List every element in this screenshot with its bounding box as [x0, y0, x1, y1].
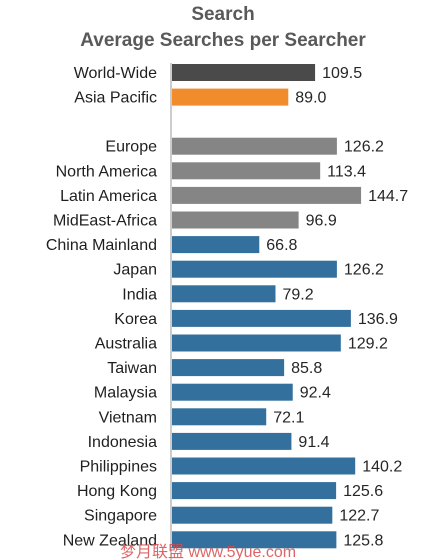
watermark: 梦月联盟 www.5yue.com	[120, 543, 296, 560]
value-label-australia: 129.2	[348, 336, 388, 353]
category-label-north-america: North America	[56, 163, 157, 180]
value-label-china-mainland: 66.8	[266, 237, 297, 254]
value-label-philippines: 140.2	[362, 459, 402, 476]
value-label-europe: 126.2	[344, 139, 384, 156]
bar-world-wide	[172, 64, 316, 81]
bar-india	[172, 285, 276, 303]
chart-subtitle: Average Searches per Searcher	[80, 30, 366, 51]
value-label-vietnam: 72.1	[273, 409, 304, 426]
value-label-mideast-africa: 96.9	[306, 213, 337, 230]
bar-hong-kong	[172, 482, 337, 500]
category-label-asia-pacific: Asia Pacific	[74, 90, 157, 107]
value-label-korea: 136.9	[358, 311, 398, 328]
value-label-malaysia: 92.4	[300, 385, 331, 402]
bar-indonesia	[172, 432, 292, 450]
value-label-new-zealand: 125.8	[343, 532, 383, 549]
bar-philippines	[172, 457, 356, 475]
bar-korea	[172, 309, 351, 327]
value-label-world-wide: 109.5	[322, 65, 362, 82]
bar-singapore	[172, 506, 333, 524]
bar-mideast-africa	[172, 211, 299, 229]
bar-japan	[172, 260, 337, 278]
category-label-hong-kong: Hong Kong	[77, 483, 157, 500]
value-label-latin-america: 144.7	[368, 188, 408, 205]
category-label-malaysia: Malaysia	[94, 385, 157, 402]
value-label-north-america: 113.4	[327, 163, 366, 180]
bar-vietnam	[172, 408, 267, 426]
bar-australia	[172, 334, 341, 352]
value-label-hong-kong: 125.6	[343, 483, 383, 500]
category-label-korea: Korea	[114, 311, 157, 328]
bar-china-mainland	[172, 236, 260, 254]
category-label-europe: Europe	[105, 139, 157, 156]
bar-asia-pacific	[172, 88, 289, 106]
category-label-indonesia: Indonesia	[88, 434, 157, 451]
category-label-india: India	[122, 286, 157, 303]
bar-malaysia	[172, 383, 293, 401]
category-label-world-wide: World-Wide	[74, 65, 157, 82]
category-label-china-mainland: China Mainland	[46, 237, 157, 254]
category-label-australia: Australia	[95, 336, 157, 353]
category-label-latin-america: Latin America	[60, 188, 157, 205]
bar-latin-america	[172, 186, 362, 204]
bar-north-america	[172, 162, 321, 180]
category-label-new-zealand: New Zealand	[63, 532, 157, 549]
category-label-japan: Japan	[113, 262, 157, 279]
chart-title: Search	[191, 4, 254, 25]
category-label-singapore: Singapore	[84, 508, 157, 525]
category-label-mideast-africa: MidEast-Africa	[53, 213, 157, 230]
value-label-india: 79.2	[282, 286, 313, 303]
bar-new-zealand	[172, 531, 337, 549]
value-label-asia-pacific: 89.0	[295, 90, 326, 107]
value-label-japan: 126.2	[344, 262, 384, 279]
category-label-vietnam: Vietnam	[99, 409, 157, 426]
value-label-taiwan: 85.8	[291, 360, 322, 377]
value-label-singapore: 122.7	[339, 508, 379, 525]
value-label-indonesia: 91.4	[298, 434, 329, 451]
bar-europe	[172, 137, 337, 155]
bar-taiwan	[172, 359, 285, 377]
category-label-philippines: Philippines	[80, 459, 157, 476]
chart-marks: World-Wide 109.5 Asia Pacific 89.0 Europe 126…	[46, 64, 408, 549]
category-label-taiwan: Taiwan	[107, 360, 157, 377]
